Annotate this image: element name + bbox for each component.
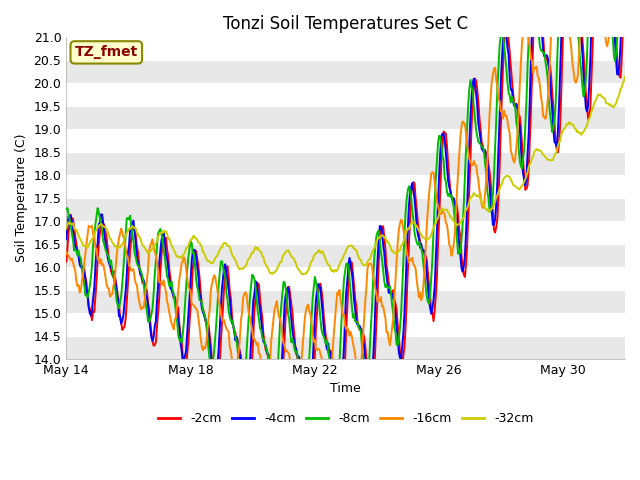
Bar [67, 60, 625, 83]
Line: -8cm: -8cm [67, 0, 625, 408]
-16cm [293, 395, 301, 401]
-16cm [522, 13, 529, 19]
Y-axis label: Soil Temperature (C): Soil Temperature (C) [15, 134, 28, 263]
-2cm [329, 356, 337, 362]
-16cm [396, 221, 404, 227]
-32cm [329, 267, 337, 273]
-8cm [332, 399, 340, 405]
-2cm [332, 388, 340, 394]
-4cm [522, 183, 529, 189]
-2cm [63, 259, 70, 264]
-32cm [609, 104, 616, 110]
-4cm [366, 391, 374, 396]
Legend: -2cm, -4cm, -8cm, -16cm, -32cm: -2cm, -4cm, -8cm, -16cm, -32cm [153, 407, 539, 430]
-32cm [63, 226, 70, 231]
-2cm [396, 348, 404, 354]
Bar [67, 244, 625, 267]
Line: -2cm: -2cm [67, 0, 625, 432]
-8cm [609, 33, 616, 39]
-32cm [522, 176, 529, 182]
-4cm [63, 236, 70, 242]
-4cm [610, 19, 618, 25]
-4cm [329, 364, 337, 370]
Line: -4cm: -4cm [67, 0, 625, 427]
-4cm [332, 402, 340, 408]
-32cm [621, 74, 629, 80]
-32cm [299, 271, 307, 277]
Bar [67, 198, 625, 221]
Bar [67, 106, 625, 129]
-8cm [396, 325, 404, 331]
-2cm [610, 0, 618, 2]
-16cm [366, 261, 374, 266]
Bar [67, 290, 625, 313]
-16cm [332, 302, 340, 308]
-8cm [366, 347, 374, 352]
Bar [67, 336, 625, 359]
-16cm [63, 249, 70, 255]
-16cm [329, 346, 337, 351]
-32cm [332, 268, 340, 274]
-2cm [305, 429, 313, 434]
Line: -16cm: -16cm [67, 0, 625, 398]
-8cm [63, 206, 70, 212]
-32cm [396, 247, 404, 253]
Line: -32cm: -32cm [67, 77, 625, 274]
-2cm [366, 397, 374, 403]
-8cm [522, 123, 529, 129]
-4cm [396, 355, 404, 360]
Title: Tonzi Soil Temperatures Set C: Tonzi Soil Temperatures Set C [223, 15, 468, 33]
Text: TZ_fmet: TZ_fmet [75, 46, 138, 60]
-4cm [304, 424, 312, 430]
X-axis label: Time: Time [330, 382, 361, 396]
-32cm [366, 256, 374, 262]
Bar [67, 152, 625, 175]
-8cm [301, 405, 308, 411]
-2cm [522, 187, 529, 193]
-8cm [329, 385, 337, 391]
